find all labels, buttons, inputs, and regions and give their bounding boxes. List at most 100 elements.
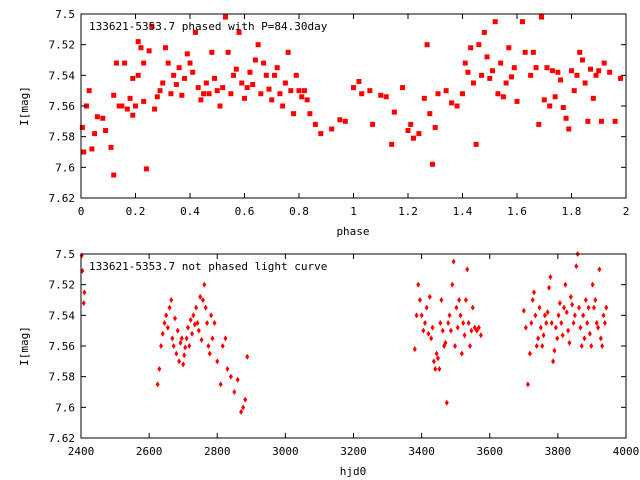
unphased-data-point [571, 320, 576, 326]
phased-data-point [579, 57, 585, 63]
phased-y-tick-label: 7.5 [55, 8, 75, 21]
phased-data-point [285, 49, 291, 55]
phased-data-point [81, 149, 87, 155]
phased-data-point [541, 97, 547, 103]
phased-data-point [233, 66, 239, 72]
phased-data-point [146, 48, 152, 54]
phased-data-point [296, 88, 302, 94]
unphased-data-point [165, 324, 170, 331]
phased-y-axis-label: I[mag] [18, 86, 31, 126]
phased-data-point [220, 85, 226, 91]
unphased-data-point [220, 343, 225, 349]
unphased-data-point [416, 281, 421, 288]
unphased-data-point [427, 293, 432, 300]
phased-data-markers [79, 14, 624, 178]
unphased-data-point [560, 332, 565, 339]
unphased-x-tick-label: 3800 [545, 445, 572, 458]
unphased-data-point [412, 346, 417, 353]
unphased-data-point [157, 366, 162, 372]
unphased-data-point [440, 327, 445, 334]
phased-y-tick-label: 7.62 [49, 192, 76, 205]
unphased-data-point [429, 335, 434, 342]
unphased-data-point [596, 324, 601, 331]
unphased-data-point [537, 304, 542, 311]
phased-data-point [449, 100, 455, 106]
unphased-x-tick-label: 2600 [136, 445, 163, 458]
phased-data-point [239, 80, 245, 86]
phased-data-point [582, 80, 588, 86]
phased-data-point [443, 88, 449, 94]
phased-data-point [113, 60, 119, 66]
unphased-data-point [444, 399, 449, 406]
phased-data-point [430, 161, 436, 167]
unphased-data-point [200, 297, 205, 303]
unphased-data-point [182, 352, 187, 359]
unphased-data-point [466, 320, 471, 326]
phased-data-point [367, 88, 373, 94]
phased-data-point [312, 121, 318, 127]
phased-data-point [111, 172, 117, 178]
unphased-data-point [414, 312, 419, 319]
unphased-data-point [454, 304, 459, 311]
phased-data-point [182, 75, 188, 81]
unphased-data-point [534, 343, 539, 349]
phased-data-point [383, 94, 389, 100]
phased-plot-frame [80, 13, 627, 199]
phased-data-point [258, 91, 264, 97]
unphased-data-point [474, 327, 479, 334]
unphased-data-point [191, 312, 196, 319]
unphased-data-point [564, 309, 569, 316]
phased-data-point [479, 72, 485, 78]
unphased-data-point [178, 339, 183, 346]
unphased-y-tick-label: 7.54 [49, 309, 76, 322]
unphased-data-point [544, 320, 549, 326]
phased-data-point [536, 121, 542, 127]
phased-y-tick-label: 7.58 [49, 131, 76, 144]
unphased-data-point [593, 297, 598, 303]
phased-data-point [152, 106, 158, 112]
unphased-data-point [433, 366, 438, 372]
unphased-data-point [529, 320, 534, 326]
unphased-data-point [465, 266, 470, 273]
unphased-data-point [598, 335, 603, 342]
phased-data-point [530, 49, 536, 55]
unphased-data-point [239, 408, 244, 415]
unphased-data-point [437, 366, 442, 372]
unphased-data-point [155, 381, 160, 388]
phased-y-tick-label: 7.52 [49, 39, 76, 52]
phased-data-point [304, 97, 310, 103]
phased-data-point [590, 95, 596, 101]
unphased-data-point [467, 343, 472, 349]
unphased-data-point [421, 327, 426, 334]
phased-data-point [201, 91, 207, 97]
phased-x-tick-label: 1.2 [398, 205, 418, 218]
phased-data-point [195, 85, 201, 91]
phased-data-point [337, 117, 343, 123]
phased-data-point [410, 135, 416, 141]
unphased-x-tick-label: 4000 [613, 445, 640, 458]
phased-data-point [79, 124, 85, 130]
unphased-data-point [184, 335, 189, 342]
unphased-data-point [190, 330, 195, 337]
unphased-data-point [185, 324, 190, 331]
unphased-data-point [533, 312, 538, 319]
phased-data-point [92, 131, 98, 137]
phased-data-point [503, 80, 509, 86]
unphased-data-point [207, 350, 212, 357]
unphased-data-point [568, 293, 573, 300]
unphased-data-point [591, 304, 596, 311]
phased-data-point [141, 98, 147, 104]
phased-data-point [427, 111, 433, 117]
unphased-x-tick-label: 3200 [340, 445, 367, 458]
phased-data-point [203, 80, 209, 86]
unphased-plot-panel: 2400 2600 2800 3000 3200 3400 3600 3800 4000 7.5 7… [18, 248, 639, 478]
unphased-x-tick-label: 3600 [477, 445, 504, 458]
phased-data-point [484, 54, 490, 60]
phased-data-point [269, 97, 275, 103]
unphased-data-point [170, 335, 175, 342]
unphased-data-point [443, 339, 448, 346]
unphased-data-point [183, 344, 188, 351]
unphased-data-point [570, 301, 575, 308]
unphased-data-point [578, 324, 583, 331]
phased-data-point [342, 118, 348, 124]
